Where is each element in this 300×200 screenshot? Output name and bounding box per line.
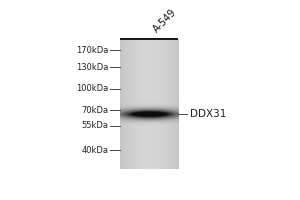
Text: 100kDa: 100kDa	[76, 84, 108, 93]
Text: DDX31: DDX31	[190, 109, 226, 119]
Text: 170kDa: 170kDa	[76, 46, 108, 55]
Text: 70kDa: 70kDa	[81, 106, 108, 115]
Text: 130kDa: 130kDa	[76, 63, 108, 72]
Text: 55kDa: 55kDa	[81, 121, 108, 130]
Bar	[120, 38, 178, 40]
Text: 40kDa: 40kDa	[81, 146, 108, 155]
Text: A-549: A-549	[152, 7, 178, 34]
